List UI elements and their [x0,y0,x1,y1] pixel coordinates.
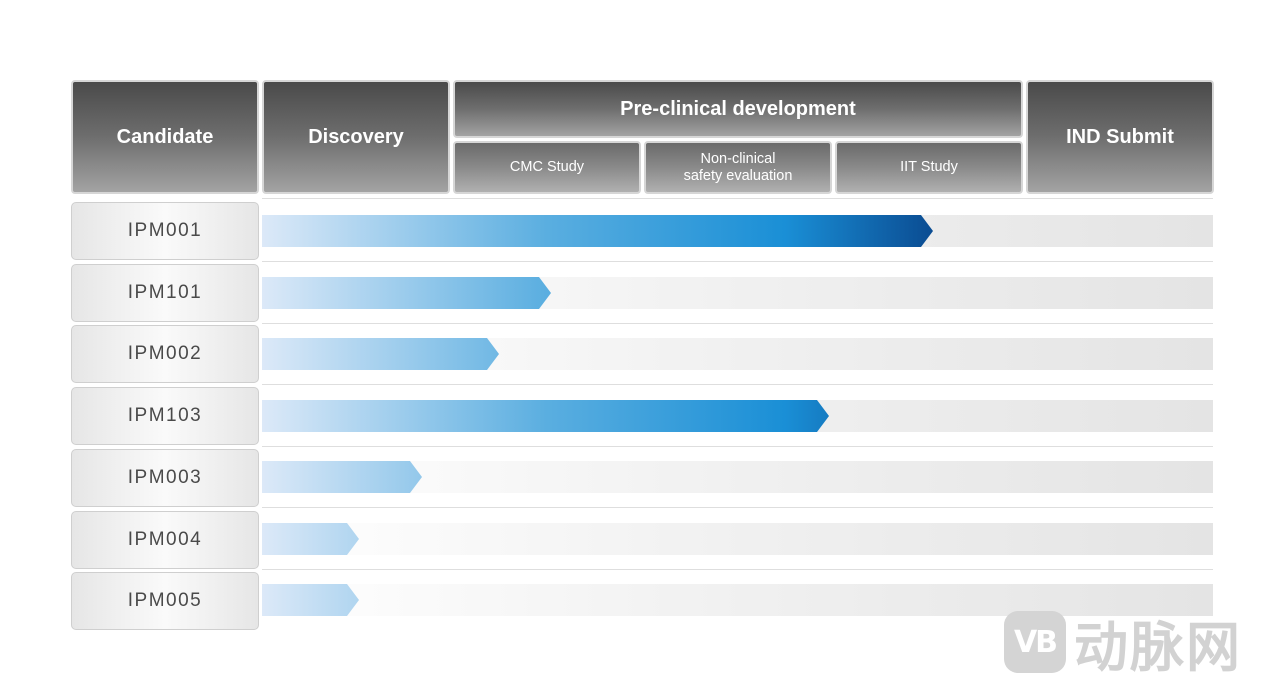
header-discovery-label: Discovery [308,125,404,148]
candidate-label: IPM003 [71,449,259,507]
header-preclinical-label: Pre-clinical development [620,97,856,120]
progress-bar [262,523,359,555]
watermark-logo-icon: VB [1004,611,1066,673]
candidate-label: IPM005 [71,572,259,630]
progress-track [262,584,1213,616]
header-preclinical: Pre-clinical development [453,80,1023,138]
candidate-label: IPM001 [71,202,259,260]
row-separator [262,446,1213,447]
watermark: VB 动脉网 [1004,610,1264,679]
candidate-label: IPM004 [71,511,259,569]
progress-bar [262,215,933,247]
candidate-name: IPM002 [127,343,203,364]
watermark-logo-text: VB [1013,624,1058,660]
header-candidate: Candidate [71,80,259,194]
header-cmc-study: CMC Study [453,141,641,194]
header-iit-study: IIT Study [835,141,1023,194]
candidate-label: IPM103 [71,387,259,445]
candidate-label: IPM002 [71,325,259,383]
header-cmc-study-label: CMC Study [509,159,585,175]
progress-track [262,523,1213,555]
header-iit-study-label: IIT Study [900,159,958,175]
header-nonclinical-safety: Non-clinical safety evaluation [644,141,832,194]
progress-bar [262,338,499,370]
header-nonclinical-safety-label: Non-clinical safety evaluation [683,150,793,184]
row-separator [262,261,1213,262]
header-candidate-label: Candidate [116,125,214,148]
candidate-name: IPM003 [127,467,203,488]
candidate-name: IPM005 [127,590,203,611]
header-ind-submit-label: IND Submit [1066,125,1174,148]
candidate-label: IPM101 [71,264,259,322]
candidate-name: IPM004 [127,529,203,550]
header-ind-submit: IND Submit [1026,80,1214,194]
progress-bar [262,584,359,616]
candidate-name: IPM101 [127,282,203,303]
candidate-name: IPM103 [127,405,203,426]
row-separator [262,323,1213,324]
header-separator [262,198,1213,199]
row-separator [262,507,1213,508]
candidate-name: IPM001 [127,220,203,241]
header-discovery: Discovery [262,80,450,194]
progress-bar [262,277,551,309]
watermark-text: 动脉网 [1074,615,1242,679]
progress-bar [262,400,829,432]
row-separator [262,384,1213,385]
row-separator [262,569,1213,570]
progress-bar [262,461,422,493]
